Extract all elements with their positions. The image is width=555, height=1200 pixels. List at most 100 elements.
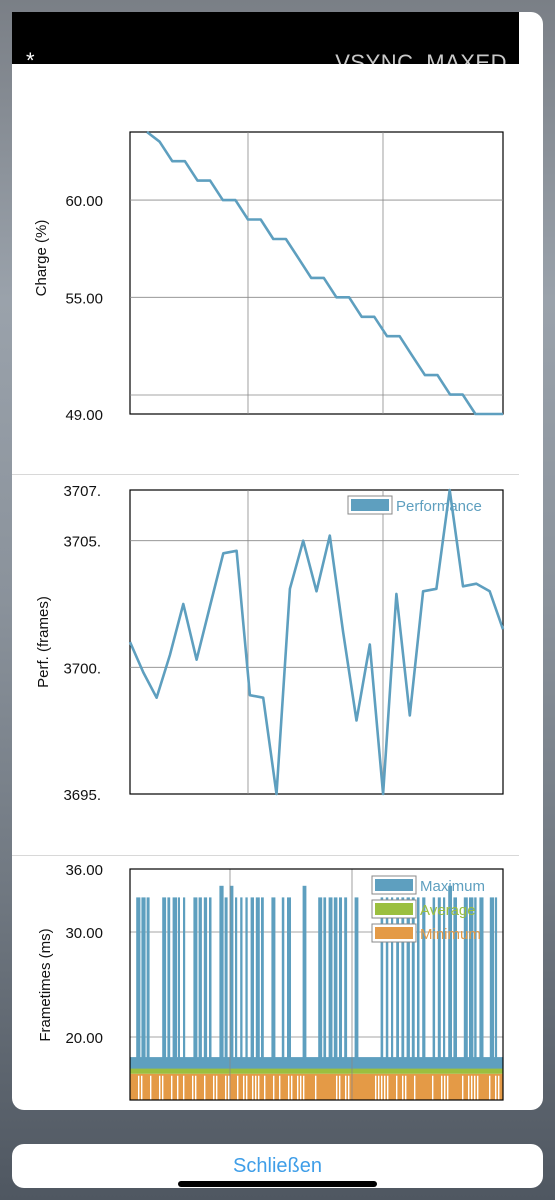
maximum-bar xyxy=(463,897,468,1061)
performance-chart-group: Perf. (frames) 3695. 3700. 3705. 3707. Perf… xyxy=(35,483,505,804)
minimum-gap xyxy=(477,1075,479,1100)
maximum-bar xyxy=(219,885,224,1061)
maximum-bar xyxy=(167,897,171,1061)
minimum-gap xyxy=(258,1075,260,1100)
maximum-bar xyxy=(432,897,436,1061)
charge-plot-frame xyxy=(129,131,504,415)
minimum-gap xyxy=(468,1075,470,1100)
maximum-bar xyxy=(328,897,333,1061)
perf-y-ticks: 3695. 3700. 3705. 3707. xyxy=(63,483,503,804)
maximum-bar xyxy=(177,897,180,1061)
minimum-gap xyxy=(246,1075,248,1100)
maximum-bar xyxy=(255,897,260,1061)
charge-y-tick-label: 49.00 xyxy=(65,407,103,424)
average-band xyxy=(130,1066,503,1074)
status-header: * VSYNC_MAXED xyxy=(12,12,519,64)
maximum-bar xyxy=(391,897,394,1061)
maximum-bar xyxy=(422,897,426,1061)
charge-y-ticks: 49.00 55.00 60.00 xyxy=(65,193,503,424)
minimum-gap xyxy=(159,1075,161,1100)
minimum-gap xyxy=(375,1075,377,1100)
minimum-gap xyxy=(228,1075,230,1100)
frametimes-y-axis-label: Frametimes (ms) xyxy=(37,928,54,1041)
maximum-bar xyxy=(250,897,254,1061)
maximum-bar xyxy=(469,897,474,1061)
maximum-bar xyxy=(318,897,323,1061)
legend-swatch-average xyxy=(375,903,413,915)
minimum-gap xyxy=(150,1075,152,1100)
maximum-bar xyxy=(172,897,177,1061)
minimum-gap xyxy=(138,1075,140,1100)
frametimes-bars xyxy=(130,885,503,1100)
home-indicator xyxy=(178,1181,377,1187)
frametimes-legend: Maximum Average Minimum xyxy=(371,875,485,943)
maximum-bar xyxy=(198,897,202,1061)
maximum-bar xyxy=(437,897,441,1061)
minimum-gap xyxy=(474,1075,476,1100)
perf-y-axis-label: Perf. (frames) xyxy=(35,596,52,688)
minimum-gap xyxy=(162,1075,164,1100)
maximum-bar xyxy=(323,897,327,1061)
minimum-gap xyxy=(213,1075,215,1100)
maximum-bar xyxy=(141,897,146,1061)
minimum-gap xyxy=(471,1075,473,1100)
minimum-gap xyxy=(279,1075,281,1100)
maximum-bar xyxy=(495,897,498,1061)
charge-series-line xyxy=(146,130,503,416)
maximum-bar xyxy=(162,897,167,1061)
maximum-bar xyxy=(183,897,186,1061)
minimum-gap xyxy=(288,1075,290,1100)
maximum-bar xyxy=(302,885,307,1061)
minimum-gap xyxy=(252,1075,254,1100)
charge-y-tick-label: 55.00 xyxy=(65,290,103,307)
minimum-gap xyxy=(345,1075,347,1100)
chart-divider xyxy=(12,474,519,475)
legend-label-minimum: Minimum xyxy=(420,926,481,943)
minimum-gap xyxy=(255,1075,257,1100)
minimum-gap xyxy=(447,1075,449,1100)
legend-label-average: Average xyxy=(420,902,476,919)
minimum-gap xyxy=(462,1075,464,1100)
close-button[interactable]: Schließen xyxy=(12,1144,543,1188)
maximum-bar xyxy=(333,897,338,1061)
minimum-gap xyxy=(402,1075,404,1100)
maximum-bar xyxy=(417,897,420,1061)
maximum-bar xyxy=(479,897,484,1061)
maximum-bar xyxy=(396,897,399,1061)
maximum-bar xyxy=(411,897,415,1061)
minimum-gap xyxy=(339,1075,341,1100)
perf-legend-label: Performance xyxy=(396,498,482,515)
charge-y-axis-label: Charge (%) xyxy=(33,220,50,297)
minimum-gap xyxy=(216,1075,218,1100)
minimum-gap xyxy=(444,1075,446,1100)
maximum-bar xyxy=(224,897,228,1061)
minimum-gap xyxy=(243,1075,245,1100)
minimum-gap xyxy=(204,1075,206,1100)
header-marker: * xyxy=(26,48,35,65)
minimum-gap xyxy=(171,1075,173,1100)
frametimes-chart-group: Frametimes (ms) 20.00 30.00 36.00 Maximum … xyxy=(37,862,504,1101)
maximum-baseline xyxy=(130,1057,503,1069)
minimum-gap xyxy=(303,1075,305,1100)
minimum-gap xyxy=(405,1075,407,1100)
maximum-bar xyxy=(193,897,198,1061)
minimum-gap xyxy=(177,1075,179,1100)
legend-swatch-maximum xyxy=(375,879,413,891)
minimum-gap xyxy=(273,1075,275,1100)
maximum-bar xyxy=(453,897,457,1061)
minimum-gap xyxy=(291,1075,293,1100)
minimum-gap xyxy=(414,1075,416,1100)
maximum-bar xyxy=(281,897,285,1061)
maximum-bar xyxy=(443,897,446,1061)
perf-y-tick-label: 3707. xyxy=(63,483,101,500)
chart-divider xyxy=(12,855,519,856)
maximum-bar xyxy=(203,897,208,1061)
maximum-bar xyxy=(136,897,141,1061)
perf-legend-swatch xyxy=(351,499,389,511)
maximum-bar xyxy=(287,897,291,1061)
charge-y-tick-label: 60.00 xyxy=(65,193,103,210)
maximum-bar xyxy=(380,897,384,1061)
maximum-bar xyxy=(489,897,495,1061)
